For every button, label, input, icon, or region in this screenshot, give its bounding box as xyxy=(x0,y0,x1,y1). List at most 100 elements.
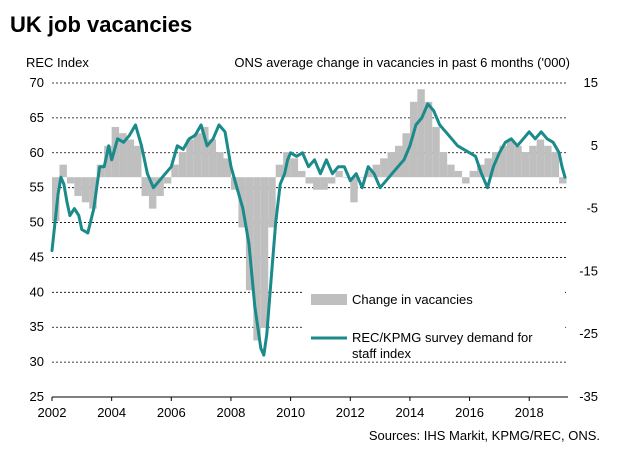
vacancy-bar xyxy=(126,139,135,178)
right-tick-label: -35 xyxy=(579,389,598,404)
vacancy-bar xyxy=(462,177,470,184)
vacancy-bar xyxy=(335,170,343,178)
legend-background xyxy=(303,280,565,360)
x-tick-label: 2010 xyxy=(276,405,305,420)
x-tick-label: 2018 xyxy=(515,405,544,420)
right-tick-label: -5 xyxy=(586,201,598,216)
x-tick-label: 2004 xyxy=(97,405,126,420)
vacancy-bar xyxy=(59,164,67,178)
vacancy-bar xyxy=(52,177,60,222)
vacancy-bar xyxy=(350,177,358,203)
vacancy-bar xyxy=(417,89,425,178)
vacancy-bar xyxy=(216,152,224,178)
axes: 25 30 35 40 45 50 55 60 65 70 15 5 -5 -15 -25 -35 2002 20… xyxy=(30,75,598,420)
vacancy-bar xyxy=(327,177,336,184)
x-tick-label: 2012 xyxy=(336,405,365,420)
line-series xyxy=(50,102,567,357)
vacancy-bar xyxy=(559,177,567,184)
vacancy-bar xyxy=(141,177,149,197)
left-tick-label: 60 xyxy=(30,145,44,160)
vacancy-bar xyxy=(320,177,328,190)
left-tick-label: 35 xyxy=(30,319,44,334)
vacancy-bar xyxy=(521,152,530,178)
vacancy-bar xyxy=(171,164,179,178)
vacancy-bar xyxy=(201,126,209,178)
vacancy-bar xyxy=(409,101,418,178)
vacancy-bar xyxy=(298,170,306,178)
right-tick-label: -25 xyxy=(579,326,598,341)
vacancy-bar xyxy=(268,177,276,228)
right-tick-label: -15 xyxy=(579,263,598,278)
vacancy-bar xyxy=(454,170,463,178)
vacancy-bar xyxy=(484,158,492,178)
legend-label-line: REC/KPMG survey demand for xyxy=(352,330,533,345)
vacancy-bar xyxy=(380,158,388,178)
vacancy-bar xyxy=(514,145,522,178)
legend-label-bars: Change in vacancies xyxy=(352,292,473,307)
vacancy-bar xyxy=(74,177,82,197)
vacancy-bar xyxy=(439,152,448,178)
vacancy-bar xyxy=(312,177,321,190)
vacancy-bar xyxy=(447,164,455,178)
x-tick-label: 2008 xyxy=(216,405,245,420)
vacancy-bar xyxy=(245,177,254,291)
left-tick-label: 40 xyxy=(30,284,44,299)
vacancy-bar xyxy=(148,177,157,209)
vacancy-bar xyxy=(529,145,537,178)
left-tick-label: 50 xyxy=(30,215,44,230)
vacancy-bar xyxy=(424,101,433,178)
vacancy-bar xyxy=(469,170,478,178)
vacancy-bar xyxy=(260,177,269,328)
vacancy-bar xyxy=(372,164,381,178)
vacancy-bar xyxy=(305,177,313,184)
left-axis-title: REC Index xyxy=(26,55,89,70)
vacancy-bar xyxy=(544,145,552,178)
vacancy-bar xyxy=(89,177,97,209)
rec-index-line xyxy=(50,102,567,357)
vacancy-bar xyxy=(342,177,351,178)
left-tick-label: 30 xyxy=(30,354,44,369)
vacancy-bar xyxy=(223,158,231,178)
x-tick-label: 2006 xyxy=(157,405,186,420)
vacancy-bar xyxy=(193,133,202,178)
vacancy-bar xyxy=(253,177,261,341)
vacancy-bar xyxy=(163,177,172,184)
vacancy-bar xyxy=(66,177,75,184)
vacancy-bar xyxy=(395,145,403,178)
vacancy-bar xyxy=(357,177,366,178)
vacancy-bar xyxy=(290,158,299,178)
left-tick-label: 70 xyxy=(30,75,44,90)
vacancy-bar xyxy=(178,152,187,178)
vacancy-bar xyxy=(134,145,142,178)
vacancy-bar xyxy=(275,164,284,178)
left-tick-label: 55 xyxy=(30,180,44,195)
vacancy-bar xyxy=(551,152,560,178)
left-tick-label: 25 xyxy=(30,389,44,404)
vacancy-bar xyxy=(156,177,164,197)
vacancy-bar xyxy=(81,177,90,203)
chart-title: UK job vacancies xyxy=(10,12,193,37)
x-tick-label: 2016 xyxy=(455,405,484,420)
vacancy-bar xyxy=(432,126,440,178)
right-axis-title: ONS average change in vacancies in past … xyxy=(234,55,570,70)
vacancy-bar xyxy=(365,170,373,178)
source-note: Sources: IHS Markit, KPMG/REC, ONS. xyxy=(368,428,600,443)
vacancy-bar xyxy=(119,133,127,178)
legend-bar-swatch xyxy=(311,294,347,305)
right-tick-label: 15 xyxy=(584,75,598,90)
vacancy-bar xyxy=(506,139,515,178)
vacancy-bar xyxy=(499,145,507,178)
vacancy-bar xyxy=(387,152,396,178)
bar-series xyxy=(52,89,567,341)
left-tick-label: 45 xyxy=(30,249,44,264)
x-tick-label: 2014 xyxy=(395,405,424,420)
legend: Change in vacancies REC/KPMG survey deman… xyxy=(303,280,565,361)
left-tick-label: 65 xyxy=(30,110,44,125)
vacancy-bar xyxy=(104,145,112,178)
legend-label-line: staff index xyxy=(352,346,412,361)
x-tick-label: 2002 xyxy=(38,405,67,420)
vacancy-bar xyxy=(186,139,194,178)
vacancy-bar xyxy=(536,139,545,178)
vacancy-bar xyxy=(208,139,217,178)
